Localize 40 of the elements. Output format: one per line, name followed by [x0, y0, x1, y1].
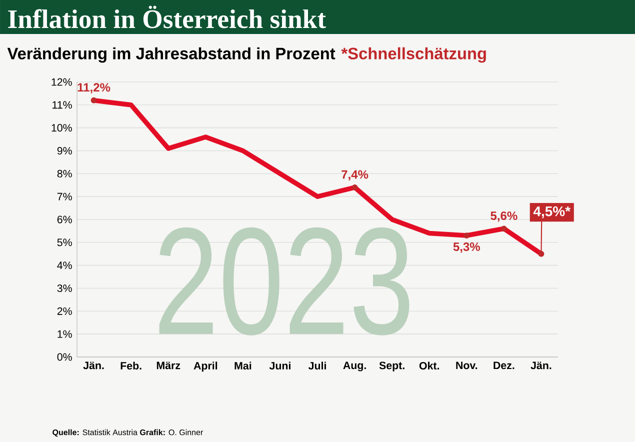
y-tick-label: 12% [52, 78, 72, 86]
chart-title: Inflation in Österreich sinkt [8, 6, 326, 28]
y-tick-label: 11% [52, 101, 72, 109]
y-tick-label: 3% [57, 284, 72, 292]
y-tick-label: 6% [57, 216, 72, 224]
x-tick-label: Okt. [419, 362, 440, 370]
x-tick-label: Nov. [456, 362, 478, 370]
y-tick-label: 5% [57, 238, 72, 246]
x-tick-label: Feb. [120, 362, 142, 370]
y-tick-label: 4% [57, 262, 72, 270]
annotation: 2023 [159, 227, 410, 336]
x-tick-label: Dez. [494, 362, 514, 370]
point [90, 97, 97, 104]
y-tick-label: 1% [58, 330, 72, 338]
data-label: 7,4% [342, 170, 368, 180]
x-tick-label: Juni [269, 362, 290, 370]
x-tick-label: Aug. [343, 362, 366, 372]
y-tick-label: 0% [57, 353, 72, 361]
x-tick-label: Jän. [530, 362, 552, 370]
text: Quelle: Statistik Austria Grafik: O. Ginner [52, 429, 203, 437]
y-tick-label: 2% [57, 307, 72, 315]
x-tick-label: März [156, 362, 180, 370]
x-tick-label: Sept. [379, 362, 404, 372]
x-tick-label: April [194, 362, 218, 372]
point [352, 184, 358, 190]
y-tick-label: 7% [57, 192, 72, 200]
point [501, 226, 507, 232]
x-tick-label: Juli [308, 362, 326, 370]
x-tick-label: Mai [234, 362, 252, 370]
data-label: 11,2% [78, 83, 110, 94]
chart-subtitle: Veränderung im Jahresabstand in Prozent [7, 47, 336, 63]
x-tick-label: Jän. [83, 362, 104, 370]
text: *Schnellschätzung [341, 47, 486, 63]
y-tick-label: 10% [52, 124, 72, 132]
y-tick-label: 8% [57, 170, 72, 178]
y-tick-label: 9% [57, 146, 72, 155]
data-label: 5,3% [453, 242, 480, 253]
point [464, 232, 470, 238]
data-label: 5,6% [490, 211, 518, 222]
data-label: 4,5%* [533, 206, 571, 218]
